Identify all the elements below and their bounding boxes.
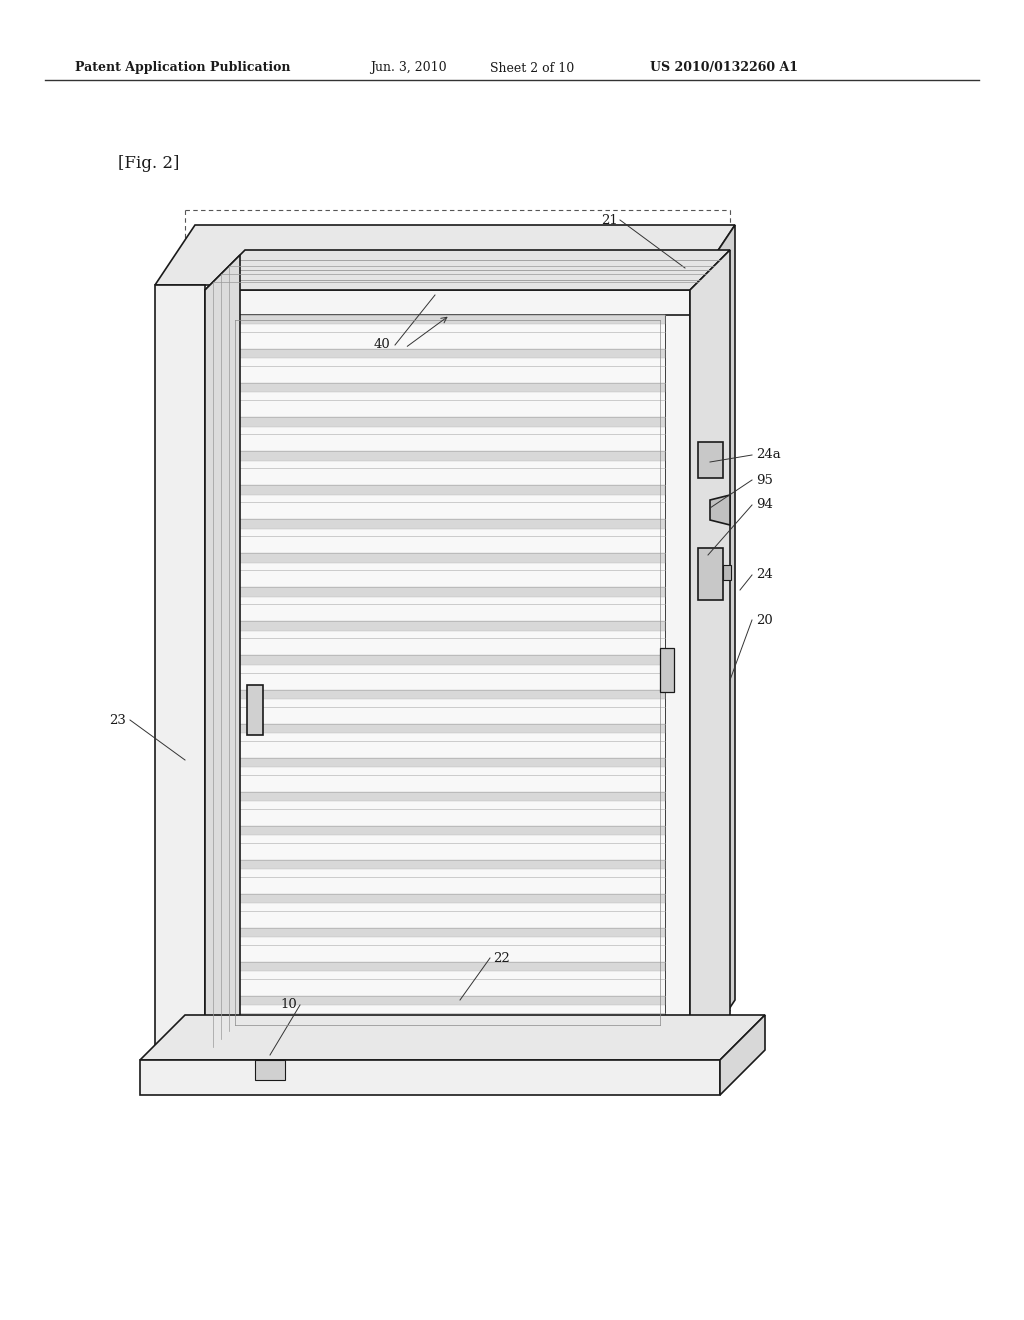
- Polygon shape: [230, 997, 665, 1006]
- Polygon shape: [230, 1030, 665, 1039]
- Polygon shape: [230, 792, 665, 801]
- Polygon shape: [698, 548, 723, 601]
- Polygon shape: [230, 553, 665, 562]
- Polygon shape: [230, 894, 665, 903]
- Polygon shape: [698, 442, 723, 478]
- Polygon shape: [230, 486, 665, 495]
- Text: Jun. 3, 2010: Jun. 3, 2010: [370, 62, 446, 74]
- Polygon shape: [665, 290, 690, 1055]
- Polygon shape: [230, 451, 665, 461]
- Polygon shape: [230, 622, 665, 631]
- Polygon shape: [230, 723, 665, 733]
- Text: 20: 20: [756, 614, 773, 627]
- Polygon shape: [660, 648, 674, 692]
- Polygon shape: [155, 224, 735, 285]
- Polygon shape: [230, 348, 665, 359]
- Polygon shape: [230, 519, 665, 528]
- Polygon shape: [695, 224, 735, 1060]
- Text: 24: 24: [756, 569, 773, 582]
- Polygon shape: [230, 928, 665, 937]
- Text: [Fig. 2]: [Fig. 2]: [118, 154, 179, 172]
- Text: 10: 10: [281, 998, 297, 1011]
- Polygon shape: [140, 1060, 720, 1096]
- Polygon shape: [230, 859, 665, 869]
- Text: 95: 95: [756, 474, 773, 487]
- Polygon shape: [205, 249, 730, 290]
- Text: US 2010/0132260 A1: US 2010/0132260 A1: [650, 62, 798, 74]
- Polygon shape: [230, 758, 665, 767]
- Text: 40: 40: [374, 338, 390, 351]
- Polygon shape: [205, 255, 240, 1055]
- Polygon shape: [720, 1015, 765, 1096]
- Polygon shape: [255, 1060, 285, 1080]
- Polygon shape: [723, 565, 731, 579]
- Polygon shape: [205, 1030, 690, 1055]
- Polygon shape: [205, 1055, 690, 1073]
- Text: 22: 22: [493, 952, 510, 965]
- Text: 23: 23: [110, 714, 126, 726]
- Polygon shape: [230, 689, 665, 698]
- Text: 24a: 24a: [756, 449, 780, 462]
- Polygon shape: [205, 290, 230, 1055]
- Polygon shape: [230, 587, 665, 597]
- Text: 94: 94: [756, 499, 773, 511]
- Text: 21: 21: [601, 214, 618, 227]
- Polygon shape: [230, 826, 665, 836]
- Polygon shape: [230, 315, 665, 325]
- Polygon shape: [230, 962, 665, 972]
- Polygon shape: [230, 383, 665, 392]
- Polygon shape: [247, 685, 263, 735]
- Text: Patent Application Publication: Patent Application Publication: [75, 62, 291, 74]
- Polygon shape: [140, 1015, 765, 1060]
- Text: Sheet 2 of 10: Sheet 2 of 10: [490, 62, 574, 74]
- Polygon shape: [230, 656, 665, 665]
- Polygon shape: [155, 285, 205, 1060]
- Polygon shape: [230, 315, 665, 1030]
- Polygon shape: [205, 290, 690, 315]
- Polygon shape: [690, 249, 730, 1055]
- Polygon shape: [230, 417, 665, 426]
- Polygon shape: [710, 495, 730, 525]
